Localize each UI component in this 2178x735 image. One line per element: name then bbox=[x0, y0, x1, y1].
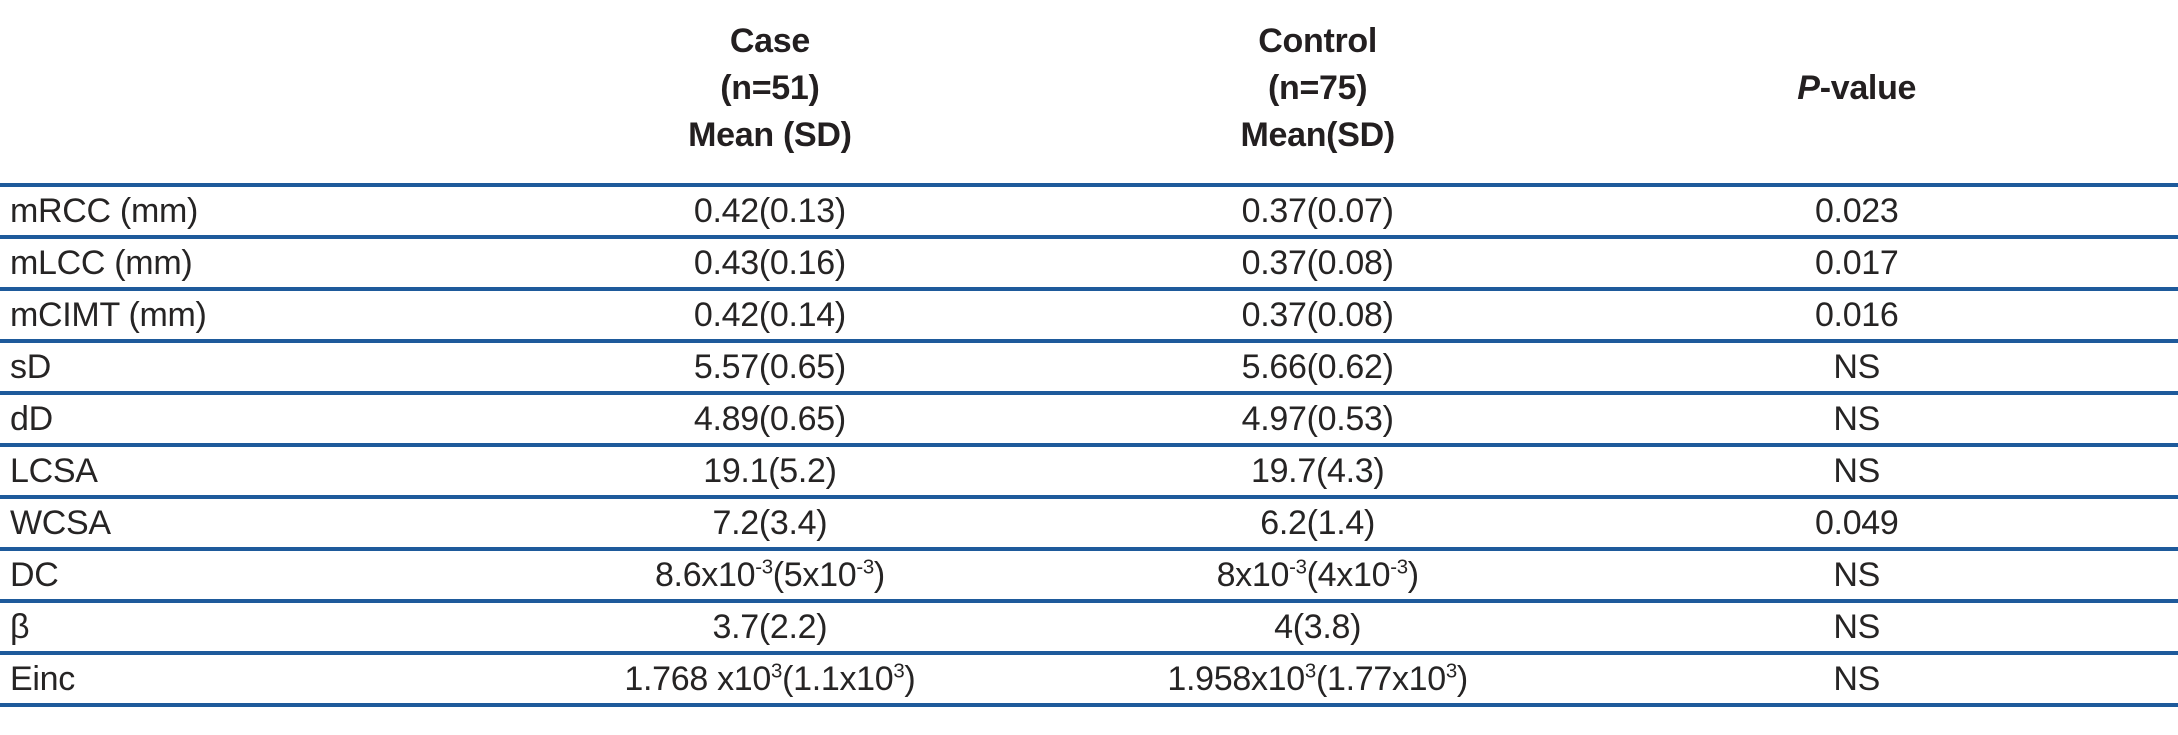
control-value: 0.37(0.07) bbox=[1099, 185, 1536, 239]
row-label: Einc bbox=[0, 653, 440, 707]
row-label: DC bbox=[0, 549, 440, 603]
case-value: 8.6x10-3(5x10-3) bbox=[439, 549, 1100, 603]
row-label: LCSA bbox=[0, 445, 440, 499]
control-value: 4(3.8) bbox=[1099, 601, 1536, 655]
control-value: 5.66(0.62) bbox=[1099, 341, 1536, 395]
p-value: 0.023 bbox=[1535, 185, 2178, 239]
p-value: NS bbox=[1535, 601, 2178, 655]
control-value: 0.37(0.08) bbox=[1099, 289, 1536, 343]
table-row: LCSA 19.1(5.2) 19.7(4.3) NS bbox=[0, 445, 2178, 499]
pvalue-header-italic: P bbox=[1797, 69, 1820, 107]
p-value: NS bbox=[1535, 341, 2178, 395]
control-value: 19.7(4.3) bbox=[1099, 445, 1536, 499]
control-header-n: (n=75) bbox=[1268, 69, 1368, 107]
case-header-group: Case bbox=[729, 22, 810, 60]
table-row: Einc 1.768 x103(1.1x103) 1.958x103(1.77x… bbox=[0, 653, 2178, 707]
case-value: 0.42(0.13) bbox=[439, 185, 1100, 239]
row-label: mRCC (mm) bbox=[0, 185, 440, 239]
control-header-group: Control bbox=[1258, 22, 1378, 60]
control-value: 4.97(0.53) bbox=[1099, 393, 1536, 447]
case-value: 3.7(2.2) bbox=[439, 601, 1100, 655]
row-label: mCIMT (mm) bbox=[0, 289, 440, 343]
table-row: mCIMT (mm) 0.42(0.14) 0.37(0.08) 0.016 bbox=[0, 289, 2178, 343]
results-table: Case (n=51) Mean (SD) Control (n=75) Mea… bbox=[0, 0, 2178, 707]
table-row: WCSA 7.2(3.4) 6.2(1.4) 0.049 bbox=[0, 497, 2178, 551]
empty-header-cell bbox=[0, 0, 440, 187]
case-value: 0.42(0.14) bbox=[439, 289, 1100, 343]
row-label: sD bbox=[0, 341, 440, 395]
table-row: dD 4.89(0.65) 4.97(0.53) NS bbox=[0, 393, 2178, 447]
row-label: mLCC (mm) bbox=[0, 237, 440, 291]
case-value: 19.1(5.2) bbox=[439, 445, 1100, 499]
table-row: sD 5.57(0.65) 5.66(0.62) NS bbox=[0, 341, 2178, 395]
case-header-stat: Mean (SD) bbox=[688, 116, 852, 154]
header-row: Case (n=51) Mean (SD) Control (n=75) Mea… bbox=[0, 0, 2178, 187]
p-value: NS bbox=[1535, 549, 2178, 603]
control-value: 1.958x103(1.77x103) bbox=[1099, 653, 1536, 707]
case-header-n: (n=51) bbox=[720, 69, 820, 107]
p-value: NS bbox=[1535, 393, 2178, 447]
table-body: mRCC (mm) 0.42(0.13) 0.37(0.07) 0.023 mL… bbox=[0, 185, 2178, 707]
table-row: β 3.7(2.2) 4(3.8) NS bbox=[0, 601, 2178, 655]
p-value: NS bbox=[1535, 445, 2178, 499]
case-value: 4.89(0.65) bbox=[439, 393, 1100, 447]
case-value: 5.57(0.65) bbox=[439, 341, 1100, 395]
p-value: 0.017 bbox=[1535, 237, 2178, 291]
pvalue-header-rest: -value bbox=[1819, 69, 1917, 107]
case-value: 1.768 x103(1.1x103) bbox=[439, 653, 1100, 707]
row-label: WCSA bbox=[0, 497, 440, 551]
control-value: 8x10-3(4x10-3) bbox=[1099, 549, 1536, 603]
table-header: Case (n=51) Mean (SD) Control (n=75) Mea… bbox=[0, 0, 2178, 187]
p-value: NS bbox=[1535, 653, 2178, 707]
control-value: 0.37(0.08) bbox=[1099, 237, 1536, 291]
table-row: DC 8.6x10-3(5x10-3) 8x10-3(4x10-3) NS bbox=[0, 549, 2178, 603]
pvalue-column-header: P-value bbox=[1535, 0, 2178, 187]
control-value: 6.2(1.4) bbox=[1099, 497, 1536, 551]
case-column-header: Case (n=51) Mean (SD) bbox=[439, 0, 1100, 187]
case-value: 7.2(3.4) bbox=[439, 497, 1100, 551]
p-value: 0.016 bbox=[1535, 289, 2178, 343]
case-value: 0.43(0.16) bbox=[439, 237, 1100, 291]
control-column-header: Control (n=75) Mean(SD) bbox=[1099, 0, 1536, 187]
table-row: mLCC (mm) 0.43(0.16) 0.37(0.08) 0.017 bbox=[0, 237, 2178, 291]
row-label: β bbox=[0, 601, 440, 655]
table-row: mRCC (mm) 0.42(0.13) 0.37(0.07) 0.023 bbox=[0, 185, 2178, 239]
row-label: dD bbox=[0, 393, 440, 447]
control-header-stat: Mean(SD) bbox=[1240, 116, 1395, 154]
p-value: 0.049 bbox=[1535, 497, 2178, 551]
